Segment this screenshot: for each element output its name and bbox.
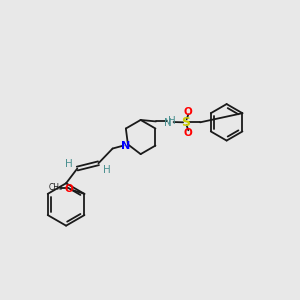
Text: N: N — [121, 141, 130, 151]
Text: N: N — [164, 118, 172, 128]
Text: O: O — [184, 128, 193, 138]
Text: S: S — [182, 116, 190, 129]
Text: H: H — [168, 116, 176, 126]
Text: H: H — [64, 159, 72, 170]
Text: H: H — [103, 165, 111, 175]
Text: O: O — [65, 184, 74, 194]
Text: O: O — [184, 107, 193, 117]
Text: CH₃: CH₃ — [49, 184, 63, 193]
